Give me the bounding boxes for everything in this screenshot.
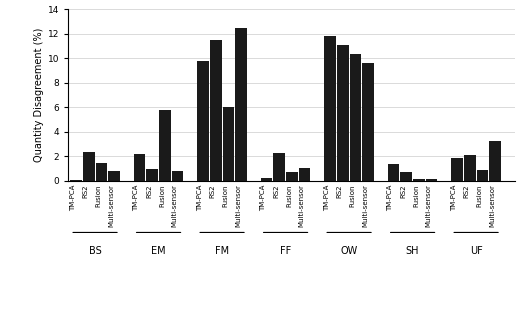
- Text: TM-PCA: TM-PCA: [388, 184, 393, 211]
- Bar: [108, 171, 120, 181]
- Text: Fusion: Fusion: [413, 184, 419, 207]
- Text: Multi-sensor: Multi-sensor: [299, 184, 305, 227]
- Text: RS2: RS2: [146, 184, 152, 198]
- Bar: [210, 40, 221, 181]
- Bar: [197, 61, 209, 181]
- Bar: [464, 155, 476, 181]
- Bar: [286, 173, 298, 181]
- Bar: [489, 141, 501, 181]
- Text: EM: EM: [151, 246, 166, 256]
- Text: Fusion: Fusion: [95, 184, 102, 207]
- Text: TM-PCA: TM-PCA: [324, 184, 330, 211]
- Bar: [222, 107, 234, 181]
- Bar: [350, 54, 361, 181]
- Text: Fusion: Fusion: [349, 184, 356, 207]
- Bar: [324, 36, 336, 181]
- Bar: [172, 171, 184, 181]
- Text: Fusion: Fusion: [222, 184, 228, 207]
- Bar: [261, 178, 272, 181]
- Text: FM: FM: [215, 246, 229, 256]
- Bar: [146, 169, 158, 181]
- Bar: [426, 179, 438, 181]
- Bar: [96, 163, 107, 181]
- Text: RS2: RS2: [83, 184, 89, 198]
- Text: Multi-sensor: Multi-sensor: [235, 184, 241, 227]
- Bar: [235, 28, 247, 181]
- Bar: [70, 180, 82, 181]
- Text: RS2: RS2: [400, 184, 406, 198]
- Text: RS2: RS2: [210, 184, 216, 198]
- Text: OW: OW: [340, 246, 358, 256]
- Text: BS: BS: [89, 246, 102, 256]
- Bar: [83, 152, 95, 181]
- Text: RS2: RS2: [273, 184, 279, 198]
- Text: Multi-sensor: Multi-sensor: [426, 184, 432, 227]
- Text: RS2: RS2: [337, 184, 343, 198]
- Text: Multi-sensor: Multi-sensor: [362, 184, 368, 227]
- Bar: [159, 110, 171, 181]
- Bar: [400, 172, 412, 181]
- Bar: [274, 154, 285, 181]
- Bar: [451, 158, 463, 181]
- Text: UF: UF: [470, 246, 482, 256]
- Text: FF: FF: [280, 246, 291, 256]
- Text: RS2: RS2: [464, 184, 470, 198]
- Text: TM-PCA: TM-PCA: [70, 184, 76, 211]
- Bar: [337, 45, 349, 181]
- Bar: [388, 164, 399, 181]
- Text: TM-PCA: TM-PCA: [197, 184, 203, 211]
- Text: TM-PCA: TM-PCA: [451, 184, 457, 211]
- Y-axis label: Quantity Disagreement (%): Quantity Disagreement (%): [34, 28, 44, 162]
- Bar: [413, 178, 425, 181]
- Text: TM-PCA: TM-PCA: [260, 184, 267, 211]
- Bar: [134, 154, 145, 181]
- Text: TM-PCA: TM-PCA: [134, 184, 139, 211]
- Text: Fusion: Fusion: [477, 184, 482, 207]
- Bar: [362, 63, 374, 181]
- Bar: [477, 170, 488, 181]
- Text: SH: SH: [406, 246, 419, 256]
- Bar: [299, 168, 310, 181]
- Text: Fusion: Fusion: [159, 184, 165, 207]
- Text: Multi-sensor: Multi-sensor: [489, 184, 495, 227]
- Text: Fusion: Fusion: [286, 184, 292, 207]
- Text: Multi-sensor: Multi-sensor: [171, 184, 178, 227]
- Text: Multi-sensor: Multi-sensor: [108, 184, 114, 227]
